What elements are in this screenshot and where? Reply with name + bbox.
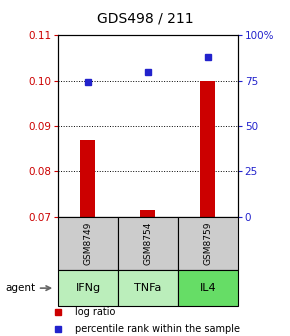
Text: agent: agent [6, 283, 36, 293]
Text: IFNg: IFNg [75, 283, 101, 293]
Text: percentile rank within the sample: percentile rank within the sample [75, 324, 240, 334]
Bar [178, 270, 238, 306]
Text: GSM8759: GSM8759 [203, 222, 212, 265]
Text: GSM8754: GSM8754 [143, 222, 153, 265]
Bar [178, 217, 238, 270]
Bar [200, 81, 215, 217]
Bar [118, 270, 178, 306]
Bar [118, 217, 178, 270]
Bar [58, 270, 118, 306]
Text: IL4: IL4 [200, 283, 216, 293]
Text: log ratio: log ratio [75, 307, 116, 318]
Text: GDS498 / 211: GDS498 / 211 [97, 11, 193, 26]
Text: TNFa: TNFa [134, 283, 162, 293]
Bar [58, 217, 118, 270]
Bar [140, 210, 155, 217]
Text: GSM8749: GSM8749 [84, 222, 93, 265]
Bar [80, 140, 95, 217]
